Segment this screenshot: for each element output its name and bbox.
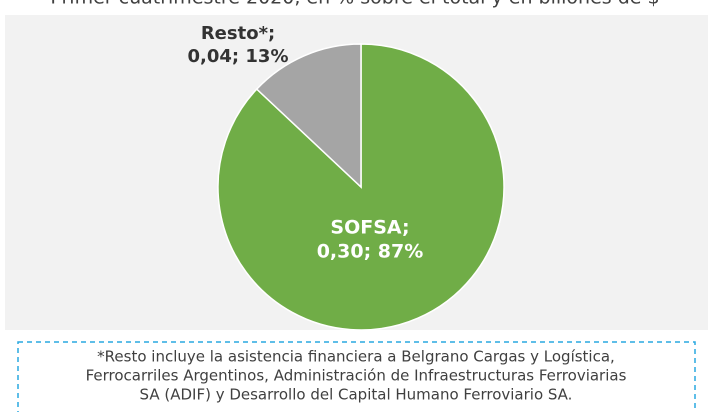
slice-value-label: 0,30; 87% [317,241,424,263]
note-line: SA (ADIF) y Desarrollo del Capital Human… [140,386,573,404]
slice-label: Resto*; [201,23,275,44]
pie-slice [255,43,362,189]
pie-slice [217,43,505,331]
chart-subtitle: Primer cuatrimestre 2020, en % sobre el … [50,0,659,9]
slice-label: SOFSA; [330,217,409,239]
note-line: *Resto incluye la asistencia financiera … [97,348,615,366]
pie [217,43,505,331]
note-line: Ferrocarriles Argentinos, Administración… [86,367,627,385]
slice-value-label: 0,04; 13% [188,46,289,67]
